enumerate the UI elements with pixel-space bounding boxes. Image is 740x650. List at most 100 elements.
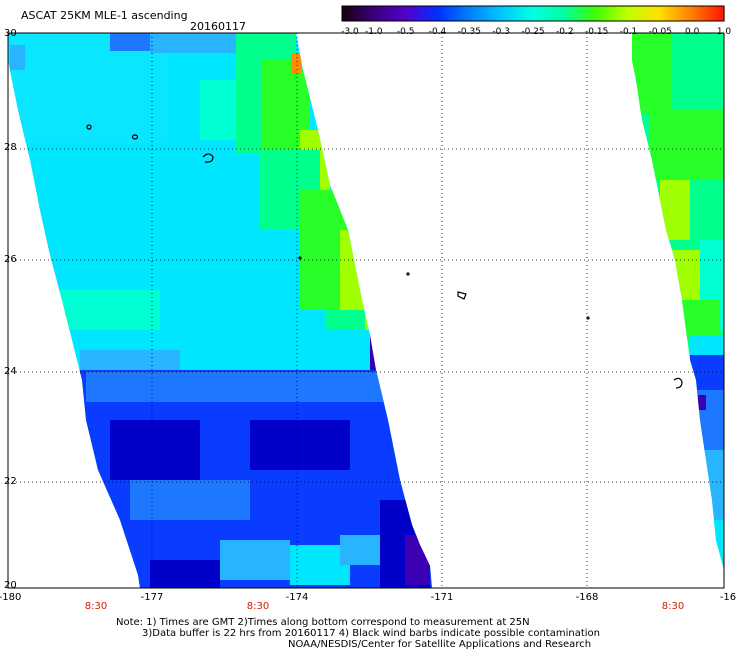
colorbar-segment bbox=[469, 6, 474, 21]
colorbar-segment bbox=[475, 6, 480, 21]
colorbar-segment bbox=[345, 6, 349, 21]
colorbar-segment bbox=[536, 6, 540, 21]
lon-label-174: -174 bbox=[285, 592, 309, 603]
colorbar-segment bbox=[545, 6, 550, 21]
colorbar-segment bbox=[548, 6, 553, 21]
colorbar-segment bbox=[424, 6, 429, 21]
colorbar-segment bbox=[367, 6, 372, 21]
lon-label-177: -177 bbox=[140, 592, 164, 603]
colorbar-segment bbox=[456, 6, 461, 21]
colorbar-segment bbox=[447, 6, 451, 21]
colorbar-segment bbox=[485, 6, 490, 21]
colorbar-segment bbox=[412, 6, 416, 21]
colorbar-segment bbox=[386, 6, 391, 21]
colorbar-tick-label: -0.5 bbox=[396, 27, 415, 37]
colorbar-segment bbox=[561, 6, 566, 21]
colorbar-segment bbox=[701, 6, 706, 21]
lat-label-28: 28 bbox=[4, 142, 17, 153]
colorbar-segment bbox=[714, 6, 719, 21]
colorbar-segment bbox=[685, 6, 690, 21]
colorbar-segment bbox=[504, 6, 509, 21]
note-line-2: 3)Data buffer is 22 hrs from 20160117 4)… bbox=[142, 628, 600, 639]
colorbar-segment bbox=[606, 6, 610, 21]
colorbar-segment bbox=[590, 6, 595, 21]
colorbar-segment bbox=[711, 6, 716, 21]
colorbar-segment bbox=[507, 6, 512, 21]
lat-label-22: 22 bbox=[4, 476, 17, 487]
colorbar-segment bbox=[377, 6, 381, 21]
colorbar-segment bbox=[427, 6, 432, 21]
colorbar-segment bbox=[695, 6, 700, 21]
colorbar-segment bbox=[453, 6, 458, 21]
pass-time-label: 8:30 bbox=[84, 601, 108, 612]
colorbar-segment bbox=[688, 6, 693, 21]
colorbar-segment bbox=[491, 6, 496, 21]
colorbar-tick-label: 0.0 bbox=[684, 27, 700, 37]
colorbar-segment bbox=[399, 6, 404, 21]
lat-label-24: 24 bbox=[4, 366, 17, 377]
colorbar-segment bbox=[513, 6, 518, 21]
colorbar-segment bbox=[462, 6, 467, 21]
colorbar-segment bbox=[650, 6, 655, 21]
colorbar-segment bbox=[497, 6, 502, 21]
lat-label-26: 26 bbox=[4, 254, 17, 265]
colorbar-segment bbox=[692, 6, 696, 21]
colorbar-segment bbox=[342, 6, 346, 21]
colorbar-segment bbox=[717, 6, 722, 21]
colorbar-segment bbox=[351, 6, 356, 21]
colorbar-segment bbox=[615, 6, 620, 21]
colorbar-segment bbox=[357, 6, 362, 21]
colorbar-segment bbox=[437, 6, 442, 21]
coastline-marks bbox=[86, 124, 683, 389]
swath-right bbox=[632, 33, 724, 570]
colorbar-segment bbox=[380, 6, 384, 21]
colorbar-segment bbox=[596, 6, 601, 21]
colorbar-segment bbox=[618, 6, 623, 21]
colorbar-segment bbox=[392, 6, 397, 21]
colorbar-segment bbox=[558, 6, 563, 21]
colorbar-segment bbox=[552, 6, 556, 21]
colorbar-segment bbox=[669, 6, 674, 21]
lat-label-30: 30 bbox=[4, 28, 17, 39]
colorbar-segment bbox=[478, 6, 483, 21]
note-line-3: NOAA/NESDIS/Center for Satellite Applica… bbox=[288, 639, 592, 650]
colorbar-segment bbox=[634, 6, 639, 21]
colorbar-segment bbox=[612, 6, 617, 21]
colorbar-segment bbox=[593, 6, 598, 21]
date-label: 20160117 bbox=[190, 20, 246, 33]
colorbar-segment bbox=[533, 6, 537, 21]
colorbar-segment bbox=[510, 6, 515, 21]
colorbar-segment bbox=[418, 6, 423, 21]
colorbar-segment bbox=[564, 6, 569, 21]
colorbar-segment bbox=[415, 6, 419, 21]
colorbar-segment bbox=[472, 6, 477, 21]
colorbar-segment bbox=[443, 6, 448, 21]
colorbar-segment bbox=[599, 6, 604, 21]
colorbar-segment bbox=[373, 6, 378, 21]
colorbar-segment bbox=[663, 6, 668, 21]
colorbar-segment bbox=[644, 6, 649, 21]
pass-time-label: 8:30 bbox=[246, 601, 270, 612]
colorbar-segment bbox=[631, 6, 636, 21]
colorbar-segment bbox=[494, 6, 499, 21]
colorbar-segment bbox=[431, 6, 435, 21]
colorbar-segment bbox=[383, 6, 388, 21]
colorbar-segment bbox=[440, 6, 445, 21]
colorbar-segment bbox=[657, 6, 661, 21]
colorbar-segment bbox=[673, 6, 677, 21]
colorbar-segment bbox=[698, 6, 703, 21]
note-line-1: Note: 1) Times are GMT 2)Times along bot… bbox=[116, 617, 530, 628]
colorbar-frame bbox=[341, 5, 725, 22]
colorbar-segment bbox=[459, 6, 464, 21]
colorbar-tick-label: -0.05 bbox=[648, 27, 672, 37]
colorbar-segment bbox=[638, 6, 642, 21]
lon-label-180: -180 bbox=[0, 592, 22, 603]
lon-label-16: -16 bbox=[719, 592, 737, 603]
colorbar-segment bbox=[354, 6, 359, 21]
colorbar-segment bbox=[571, 6, 575, 21]
colorbar-segment bbox=[647, 6, 652, 21]
colorbar-segment bbox=[520, 6, 525, 21]
colorbar-segment bbox=[625, 6, 630, 21]
